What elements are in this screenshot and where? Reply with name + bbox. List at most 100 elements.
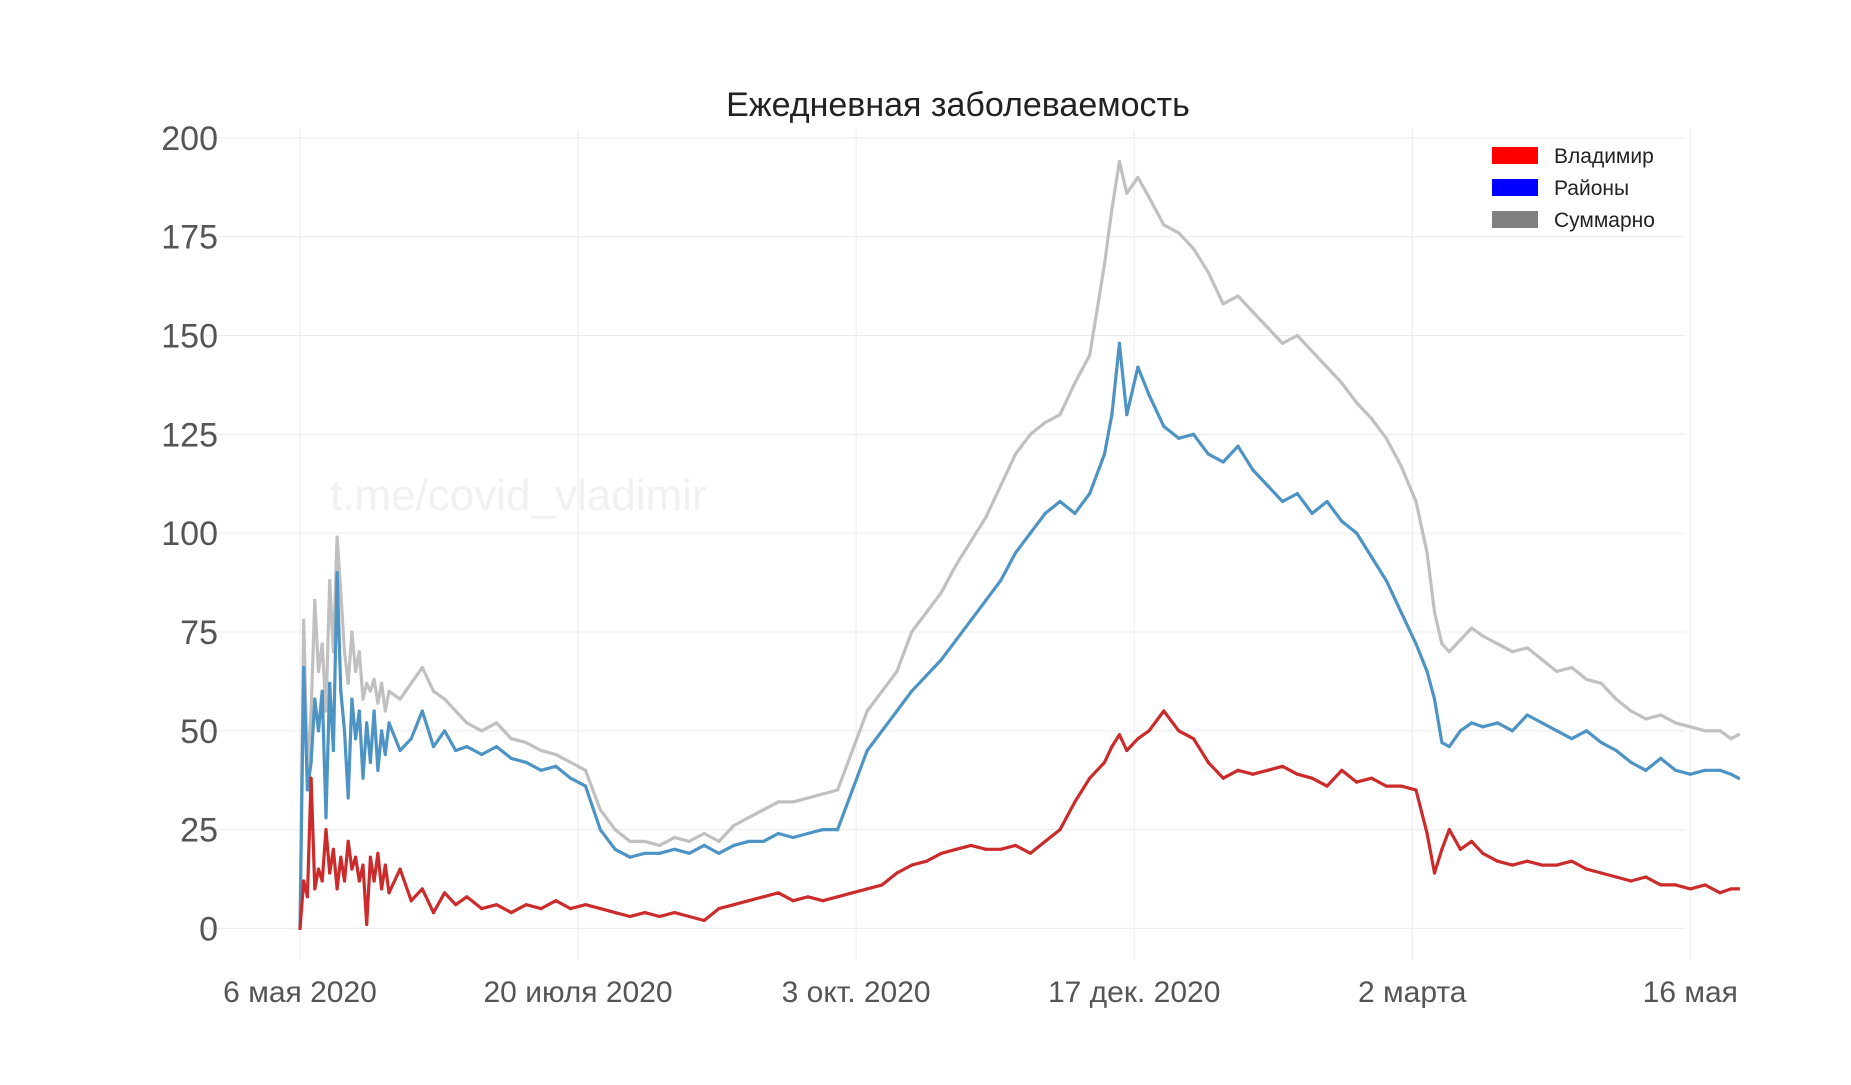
data-point [1540, 658, 1544, 662]
data-point [969, 843, 973, 848]
data-point [480, 752, 484, 757]
data-point [368, 689, 372, 693]
legend: Владимир Районы Суммарно [1492, 145, 1655, 232]
data-point [865, 709, 869, 713]
data-point [761, 839, 766, 844]
data-point [1673, 721, 1678, 725]
y-tick-label: 200 [161, 120, 218, 158]
data-point [1570, 665, 1574, 670]
data-point [1614, 697, 1618, 701]
data-point [465, 895, 469, 899]
data-point [380, 887, 384, 891]
data-point [1555, 669, 1559, 674]
data-point [339, 855, 343, 859]
data-point [1251, 772, 1255, 776]
legend-label: Районы [1554, 177, 1629, 200]
data-point [372, 677, 376, 682]
data-point [702, 843, 706, 848]
data-point [1147, 195, 1151, 199]
data-point [717, 851, 721, 855]
data-point [569, 760, 573, 765]
data-point [1043, 839, 1047, 844]
data-point [357, 879, 361, 883]
data-point [1688, 772, 1692, 776]
data-point [324, 828, 328, 832]
data-point [791, 800, 795, 804]
data-point [302, 618, 306, 622]
data-point [1191, 432, 1196, 436]
data-point [1432, 697, 1437, 701]
data-point [1718, 891, 1722, 895]
data-point [376, 768, 380, 772]
data-point [1251, 310, 1255, 314]
data-point [1599, 741, 1603, 745]
data-point [331, 847, 335, 851]
data-point [431, 745, 436, 749]
data-point [420, 887, 424, 891]
data-point [420, 709, 424, 713]
data-point [350, 630, 354, 634]
data-point [1058, 499, 1062, 504]
data-point [1028, 432, 1032, 436]
data-point [1614, 875, 1618, 879]
data-point [850, 891, 855, 895]
data-point [1729, 887, 1733, 891]
data-point [324, 709, 328, 713]
data-point [1440, 847, 1444, 851]
data-point [1425, 831, 1429, 836]
data-point [776, 891, 780, 895]
data-point [969, 539, 973, 543]
data-point [398, 867, 402, 871]
data-point [1369, 776, 1374, 780]
data-point [494, 721, 499, 725]
data-point [398, 748, 402, 753]
data-point [431, 689, 436, 693]
data-point [1088, 776, 1092, 780]
data-point [939, 658, 944, 662]
data-point [1629, 760, 1633, 765]
y-tick-label: 50 [180, 713, 218, 751]
data-point [1599, 681, 1603, 685]
data-point [357, 650, 361, 654]
chart-title: Ежедневная заболеваемость [726, 86, 1190, 124]
y-tick-label: 150 [161, 318, 218, 356]
data-point [342, 729, 347, 733]
data-point [1310, 511, 1314, 515]
data-point [328, 579, 332, 583]
data-point [324, 816, 328, 820]
data-point [1310, 349, 1314, 353]
data-point [346, 839, 350, 844]
data-point [732, 824, 736, 828]
data-point [1495, 642, 1500, 646]
data-point [539, 768, 543, 772]
data-point [1058, 828, 1062, 832]
data-point [1432, 610, 1437, 614]
data-point [1659, 883, 1663, 887]
data-point [309, 760, 313, 765]
data-point [350, 867, 354, 871]
data-point [365, 721, 369, 725]
data-point [524, 741, 528, 745]
data-point [687, 914, 691, 919]
data-point [335, 571, 339, 575]
data-point [1570, 737, 1574, 741]
data-point [1555, 863, 1559, 867]
data-point [1481, 634, 1485, 638]
data-point [895, 669, 899, 674]
data-point [328, 681, 332, 685]
data-point [1729, 772, 1733, 776]
data-point [1729, 737, 1733, 741]
data-point [954, 638, 958, 642]
data-point [1470, 839, 1474, 844]
data-point [1399, 464, 1403, 468]
data-point [387, 891, 391, 895]
data-point [1073, 800, 1077, 804]
data-point [628, 855, 632, 859]
data-point [984, 598, 988, 602]
data-point [1147, 729, 1151, 733]
data-point [821, 792, 825, 796]
x-tick-label: 17 дек. 2020 [1048, 976, 1220, 1009]
data-point [850, 788, 855, 792]
